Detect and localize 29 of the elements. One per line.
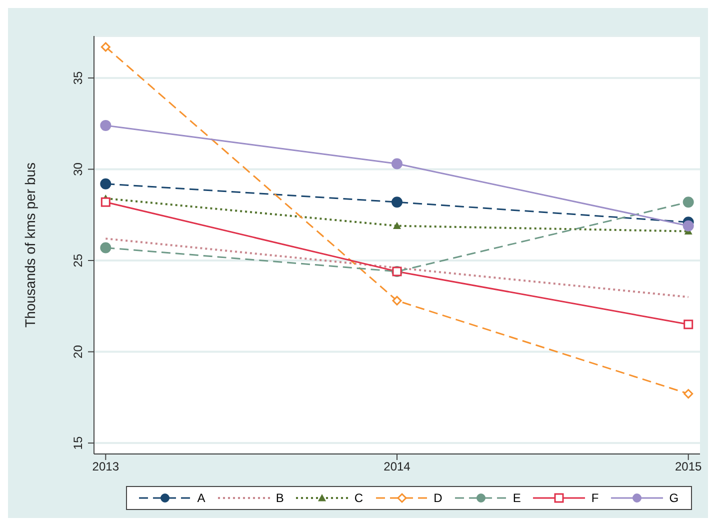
legend-label: G (669, 491, 679, 505)
legend-label: A (197, 491, 206, 505)
point (684, 389, 694, 399)
x-tick-label: 2014 (384, 460, 411, 474)
x-tick-label: 2015 (674, 460, 702, 474)
legend-label: C (354, 491, 364, 505)
point (100, 178, 112, 190)
point (100, 42, 110, 52)
legend-label: D (434, 491, 442, 505)
y-axis-title: Thousands of kms per bus (22, 162, 38, 328)
y-tick-label: 20 (71, 344, 85, 358)
y-tick-label: 25 (71, 254, 85, 268)
point (392, 158, 402, 170)
point (682, 220, 694, 232)
point (684, 320, 694, 330)
legend-label: E (512, 491, 521, 505)
point (392, 196, 402, 208)
point (682, 196, 694, 208)
point (100, 120, 112, 131)
point (393, 222, 401, 230)
x-tick-label: 2013 (92, 460, 120, 474)
legend-label: F (591, 491, 599, 505)
legend-label: B (276, 491, 284, 505)
point (100, 242, 112, 254)
point (392, 296, 402, 306)
y-tick-label: 15 (71, 436, 85, 450)
y-tick-label: 30 (71, 162, 85, 176)
point (100, 197, 110, 207)
y-tick-label: 35 (71, 70, 85, 85)
